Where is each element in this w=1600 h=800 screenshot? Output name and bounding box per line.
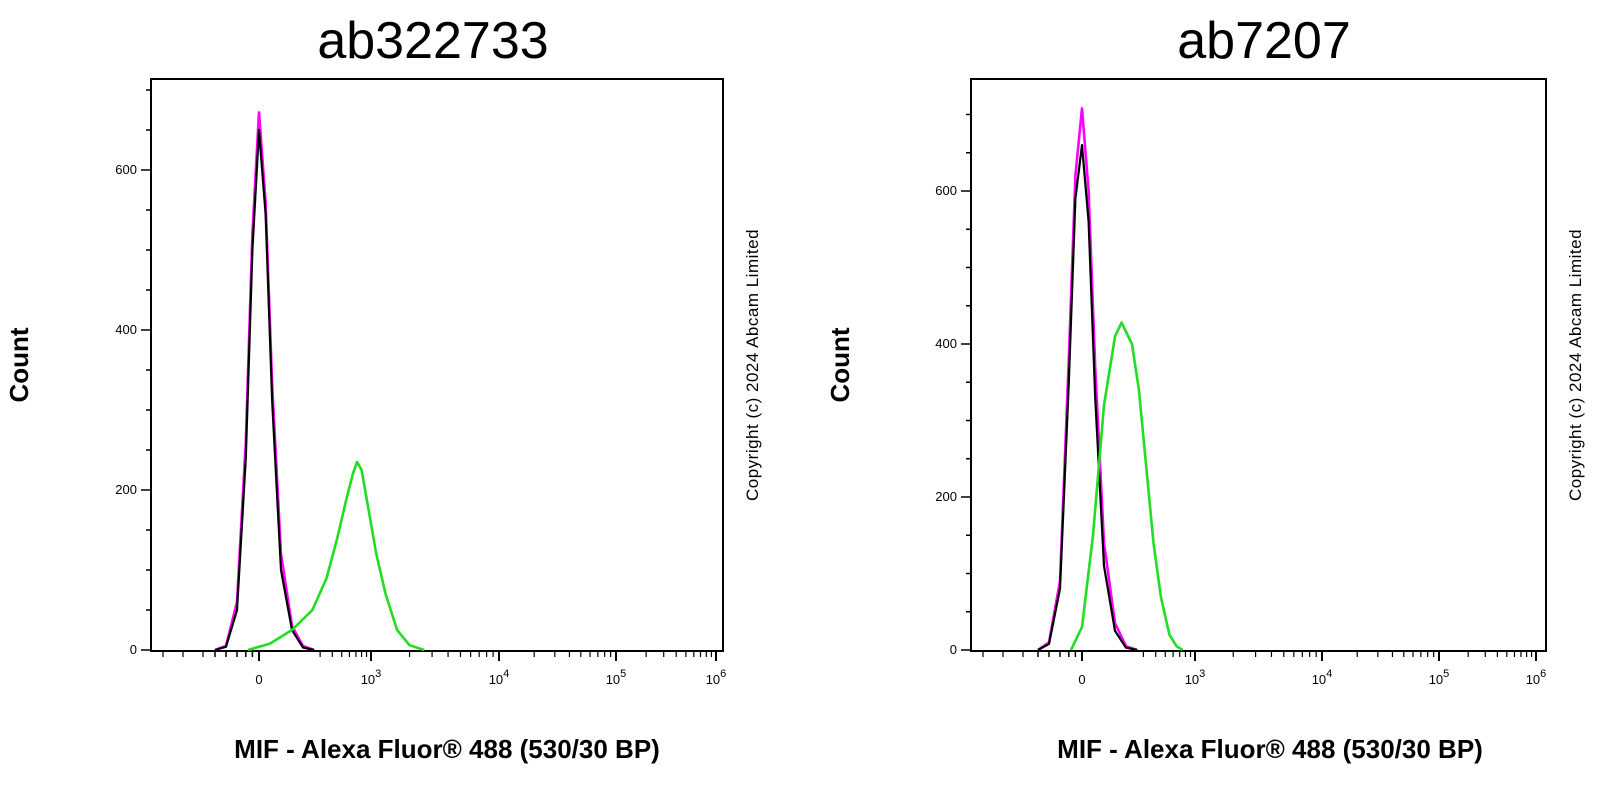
y-tick-label: 600 bbox=[935, 183, 957, 198]
y-tick-label: 200 bbox=[115, 482, 137, 497]
x-tick-label: 0 bbox=[255, 672, 262, 687]
plot-frame bbox=[970, 78, 1547, 652]
y-axis-label: Count bbox=[825, 327, 855, 402]
x-tick-label: 105 bbox=[1429, 668, 1450, 687]
y-tick-label: 600 bbox=[115, 162, 137, 177]
x-axis-label: MIF - Alexa Fluor® 488 (530/30 BP) bbox=[234, 734, 660, 764]
x-tick-label: 106 bbox=[1526, 668, 1547, 687]
y-tick-label: 200 bbox=[935, 489, 957, 504]
histogram-series-3 bbox=[247, 460, 425, 652]
y-tick-label: 0 bbox=[130, 642, 137, 657]
histogram-panel-2: ab7207 Count MIF - Alexa Fluor® 488 (530/3… bbox=[825, 12, 1585, 764]
copyright-notice: Copyright (c) 2024 Abcam Limited bbox=[1566, 229, 1585, 501]
x-tick-label: 104 bbox=[489, 668, 510, 687]
x-tick-label: 105 bbox=[606, 668, 627, 687]
x-tick-label: 106 bbox=[706, 668, 727, 687]
histogram-series-2 bbox=[1037, 144, 1138, 652]
x-tick-label: 0 bbox=[1078, 672, 1085, 687]
histogram-series-2 bbox=[214, 128, 315, 652]
y-axis-label: Count bbox=[4, 327, 34, 402]
plot-frame bbox=[150, 78, 724, 652]
y-tick-label: 0 bbox=[950, 642, 957, 657]
copyright-notice: Copyright (c) 2024 Abcam Limited bbox=[743, 229, 762, 501]
y-tick-label: 400 bbox=[115, 322, 137, 337]
panel-title: ab7207 bbox=[1177, 12, 1351, 70]
x-tick-label: 103 bbox=[1185, 668, 1206, 687]
x-tick-label: 104 bbox=[1312, 668, 1333, 687]
x-axis-label: MIF - Alexa Fluor® 488 (530/30 BP) bbox=[1057, 734, 1483, 764]
histogram-series-3 bbox=[1069, 321, 1184, 652]
x-tick-label: 103 bbox=[361, 668, 382, 687]
histogram-panel-1: ab322733 Count MIF - Alexa Fluor® 488 (530… bbox=[4, 12, 762, 764]
panel-title: ab322733 bbox=[317, 12, 548, 70]
y-tick-label: 400 bbox=[935, 336, 957, 351]
histogram-series-1 bbox=[1037, 107, 1138, 652]
